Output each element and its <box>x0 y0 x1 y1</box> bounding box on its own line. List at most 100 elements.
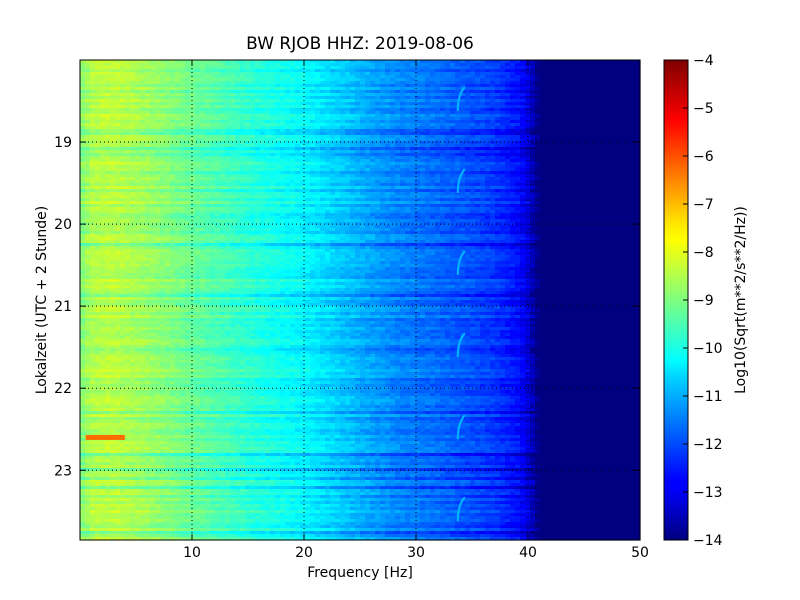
heatmap-cell <box>200 69 206 73</box>
heatmap-cell <box>175 63 181 67</box>
heatmap-cell <box>325 69 331 73</box>
heatmap-cell <box>260 63 266 67</box>
heatmap-cell <box>610 84 616 88</box>
heatmap-cell <box>585 108 591 112</box>
heatmap-cell <box>140 84 146 88</box>
heatmap-cell <box>520 84 526 88</box>
heatmap-cell <box>630 102 636 106</box>
heatmap-cell <box>580 102 586 106</box>
heatmap-cell <box>260 108 266 112</box>
heatmap-cell <box>105 60 111 64</box>
heatmap-cell <box>90 99 96 103</box>
heatmap-cell <box>170 105 176 109</box>
heatmap-cell <box>455 75 461 79</box>
heatmap-cell <box>230 96 236 100</box>
heatmap-cell <box>550 108 556 112</box>
heatmap-cell <box>415 102 421 106</box>
heatmap-cell <box>425 81 431 85</box>
heatmap-cell <box>405 63 411 67</box>
heatmap-cell <box>135 63 141 67</box>
heatmap-cell <box>610 96 616 100</box>
heatmap-cell <box>175 84 181 88</box>
heatmap-cell <box>105 99 111 103</box>
heatmap-cell <box>335 69 341 73</box>
heatmap-cell <box>170 90 176 94</box>
heatmap-cell <box>530 99 536 103</box>
heatmap-cell <box>445 87 451 91</box>
heatmap-cell <box>90 60 96 64</box>
heatmap-cell <box>475 66 481 70</box>
heatmap-cell <box>145 111 151 115</box>
heatmap-cell <box>245 105 251 109</box>
heatmap-cell <box>540 75 546 79</box>
heatmap-cell <box>405 72 411 76</box>
heatmap-cell <box>350 87 356 91</box>
heatmap-cell <box>405 87 411 91</box>
heatmap-cell <box>435 87 441 91</box>
heatmap-cell <box>425 93 431 97</box>
heatmap-cell <box>380 78 386 82</box>
heatmap-cell <box>600 84 606 88</box>
heatmap-cell <box>220 108 226 112</box>
heatmap-cell <box>490 105 496 109</box>
heatmap-cell <box>215 72 221 76</box>
heatmap-cell <box>430 72 436 76</box>
heatmap-cell <box>545 84 551 88</box>
heatmap-cell <box>315 84 321 88</box>
heatmap-cell <box>430 84 436 88</box>
heatmap-cell <box>125 111 131 115</box>
heatmap-cell <box>360 102 366 106</box>
heatmap-cell <box>400 99 406 103</box>
heatmap-cell <box>635 99 641 103</box>
heatmap-cell <box>625 108 631 112</box>
heatmap-cell <box>515 78 521 82</box>
heatmap-cell <box>270 75 276 79</box>
heatmap-cell <box>465 102 471 106</box>
heatmap-cell <box>205 60 211 64</box>
heatmap-cell <box>420 60 426 64</box>
heatmap-cell <box>95 111 101 115</box>
heatmap-cell <box>530 102 536 106</box>
heatmap-cell <box>120 90 126 94</box>
heatmap-cell <box>480 108 486 112</box>
heatmap-cell <box>220 60 226 64</box>
heatmap-cell <box>240 81 246 85</box>
heatmap-cell <box>120 105 126 109</box>
heatmap-cell <box>525 93 531 97</box>
heatmap-cell <box>350 84 356 88</box>
heatmap-cell <box>80 108 86 112</box>
heatmap-cell <box>190 105 196 109</box>
heatmap-cell <box>155 102 161 106</box>
heatmap-cell <box>390 93 396 97</box>
heatmap-cell <box>560 96 566 100</box>
heatmap-cell <box>435 93 441 97</box>
heatmap-cell <box>255 102 261 106</box>
heatmap-cell <box>575 75 581 79</box>
heatmap-cell <box>505 78 511 82</box>
heatmap-cell <box>145 105 151 109</box>
heatmap-cell <box>350 78 356 82</box>
heatmap-cell <box>345 102 351 106</box>
heatmap-cell <box>635 87 641 91</box>
heatmap-cell <box>370 78 376 82</box>
heatmap-cell <box>130 111 136 115</box>
heatmap-cell <box>190 81 196 85</box>
heatmap-cell <box>320 60 326 64</box>
heatmap-cell <box>155 78 161 82</box>
heatmap-cell <box>370 66 376 70</box>
heatmap-cell <box>290 60 296 64</box>
heatmap-cell <box>560 69 566 73</box>
heatmap-cell <box>100 111 106 115</box>
heatmap-cell <box>455 96 461 100</box>
heatmap-cell <box>430 96 436 100</box>
heatmap-cell <box>140 111 146 115</box>
heatmap-cell <box>450 72 456 76</box>
heatmap-cell <box>450 87 456 91</box>
heatmap-cell <box>440 102 446 106</box>
heatmap-cell <box>565 60 571 64</box>
heatmap-cell <box>560 90 566 94</box>
heatmap-cell <box>390 69 396 73</box>
heatmap-cell <box>340 96 346 100</box>
heatmap-cell <box>590 105 596 109</box>
heatmap-cell <box>300 66 306 70</box>
